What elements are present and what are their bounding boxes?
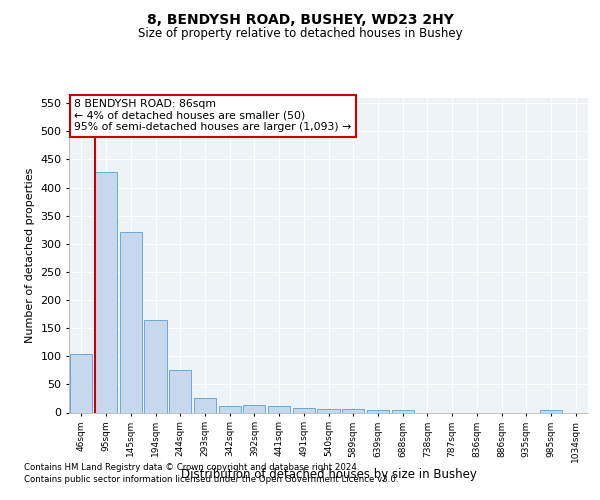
Bar: [70, 354, 92, 412]
Y-axis label: Number of detached properties: Number of detached properties: [25, 168, 35, 342]
Text: 8 BENDYSH ROAD: 86sqm
← 4% of detached houses are smaller (50)
95% of semi-detac: 8 BENDYSH ROAD: 86sqm ← 4% of detached h…: [74, 99, 352, 132]
Bar: [540, 410, 562, 412]
X-axis label: Distribution of detached houses by size in Bushey: Distribution of detached houses by size …: [181, 468, 476, 480]
Bar: [95, 172, 117, 412]
Bar: [268, 406, 290, 412]
Bar: [243, 405, 265, 412]
Text: Contains public sector information licensed under the Open Government Licence v3: Contains public sector information licen…: [24, 475, 398, 484]
Bar: [293, 408, 315, 412]
Bar: [119, 232, 142, 412]
Bar: [317, 409, 340, 412]
Text: Size of property relative to detached houses in Bushey: Size of property relative to detached ho…: [137, 28, 463, 40]
Text: Contains HM Land Registry data © Crown copyright and database right 2024.: Contains HM Land Registry data © Crown c…: [24, 464, 359, 472]
Text: 8, BENDYSH ROAD, BUSHEY, WD23 2HY: 8, BENDYSH ROAD, BUSHEY, WD23 2HY: [146, 12, 454, 26]
Bar: [194, 398, 216, 412]
Bar: [392, 410, 414, 412]
Bar: [218, 406, 241, 412]
Bar: [145, 320, 167, 412]
Bar: [169, 370, 191, 412]
Bar: [342, 409, 364, 412]
Bar: [367, 410, 389, 412]
